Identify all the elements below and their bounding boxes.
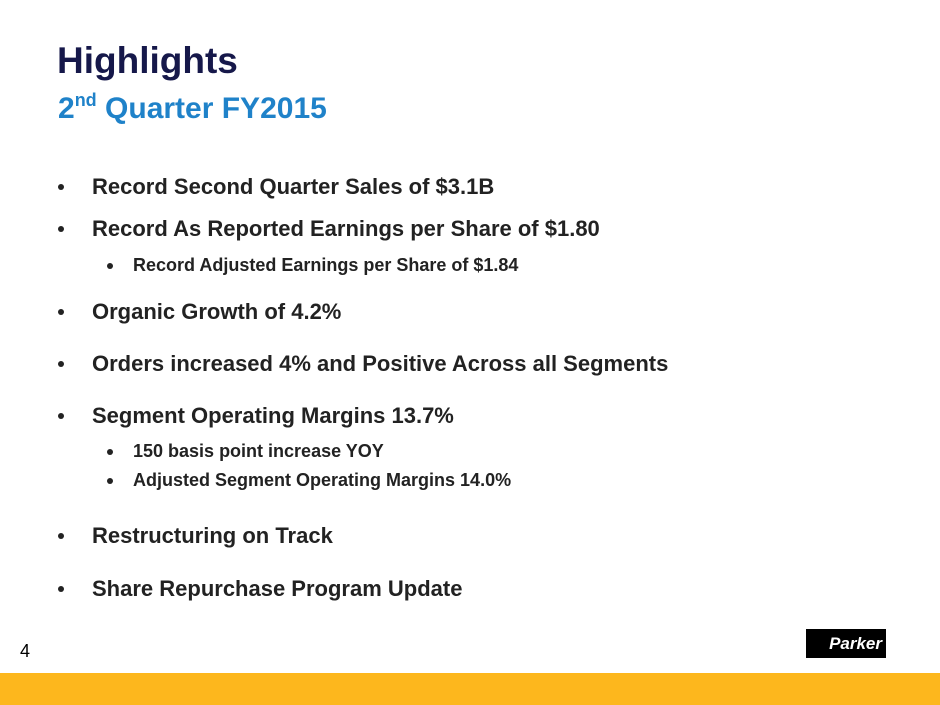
page-number: 4 [20, 641, 31, 661]
subtitle-suffix: nd [74, 90, 97, 110]
bullet-text: Orders increased 4% and Positive Across … [92, 351, 669, 376]
bullet-marker [58, 413, 64, 419]
sub-bullet-marker [107, 449, 113, 455]
sub-bullet-marker [107, 263, 113, 269]
sub-bullet-marker [107, 478, 113, 484]
sub-bullet-text: Adjusted Segment Operating Margins 14.0% [133, 470, 512, 490]
sub-bullet-text: Record Adjusted Earnings per Share of $1… [133, 255, 519, 275]
bullet-text: Restructuring on Track [92, 523, 333, 548]
bullet-text: Record As Reported Earnings per Share of… [92, 216, 600, 241]
footer-bar [0, 673, 940, 705]
bullet-marker [58, 586, 64, 592]
subtitle: 2nd Quarter FY2015 [58, 90, 327, 126]
subtitle-number: 2 [58, 92, 75, 125]
subtitle-rest: Quarter FY2015 [105, 92, 327, 125]
bullet-marker [58, 226, 64, 232]
bullet-text: Share Repurchase Program Update [92, 576, 463, 601]
bullet-marker [58, 533, 64, 539]
bullet-marker [58, 309, 64, 315]
bullet-marker [58, 361, 64, 367]
title: Highlights [57, 40, 238, 81]
bullet-text: Segment Operating Margins 13.7% [92, 403, 454, 428]
sub-bullet-text: 150 basis point increase YOY [133, 441, 384, 461]
bullet-marker [58, 184, 64, 190]
logo: Parker [806, 629, 886, 658]
bullet-text: Record Second Quarter Sales of $3.1B [92, 174, 495, 199]
bullet-text: Organic Growth of 4.2% [92, 299, 342, 324]
